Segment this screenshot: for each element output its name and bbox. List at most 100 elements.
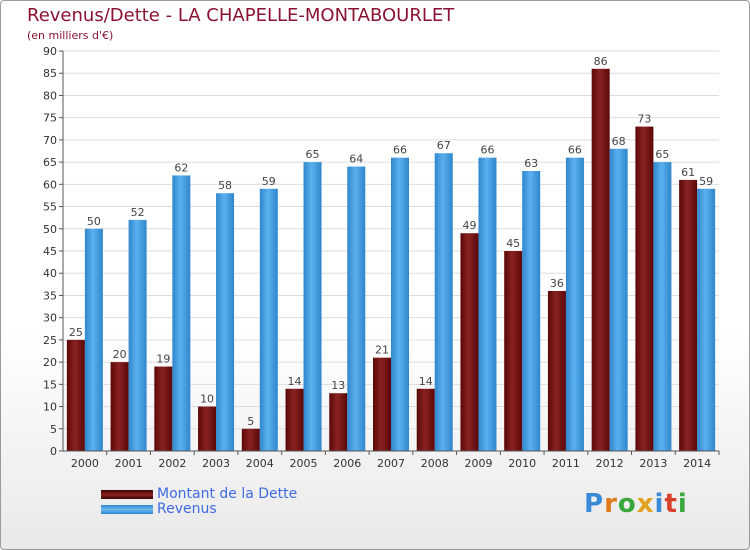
data-label-debt-2007: 21 xyxy=(375,344,389,357)
bar-revenue-2009 xyxy=(478,157,497,451)
data-label-debt-2002: 19 xyxy=(156,353,170,366)
data-label-debt-2013: 73 xyxy=(637,113,651,126)
y-tick-label-80: 80 xyxy=(43,89,57,102)
data-label-revenue-2004: 59 xyxy=(262,175,276,188)
data-label-debt-2010: 45 xyxy=(506,237,520,250)
bar-revenue-2014 xyxy=(697,188,716,451)
data-label-revenue-2007: 66 xyxy=(393,144,407,157)
legend-swatch-revenue xyxy=(101,505,153,514)
logo-letter-6: i xyxy=(677,489,688,519)
data-label-debt-2004: 5 xyxy=(247,415,254,428)
bar-debt-2008 xyxy=(416,388,435,451)
data-label-debt-2011: 36 xyxy=(550,277,564,290)
bar-debt-2004 xyxy=(241,428,260,451)
x-tick-label-2002: 2002 xyxy=(158,457,186,470)
data-label-revenue-2009: 66 xyxy=(480,144,494,157)
bar-revenue-2012 xyxy=(609,148,628,451)
x-tick-label-2009: 2009 xyxy=(464,457,492,470)
data-label-debt-2005: 14 xyxy=(288,375,302,388)
bar-revenue-2000 xyxy=(84,228,103,451)
y-tick-label-40: 40 xyxy=(43,267,57,280)
data-label-debt-2009: 49 xyxy=(462,219,476,232)
proxiti-logo: Proxiti xyxy=(584,489,688,519)
bar-debt-2014 xyxy=(679,179,698,451)
data-label-revenue-2001: 52 xyxy=(131,206,145,219)
data-label-debt-2014: 61 xyxy=(681,166,695,179)
bar-revenue-2004 xyxy=(259,188,278,451)
bar-debt-2001 xyxy=(110,362,129,451)
y-tick-label-45: 45 xyxy=(43,245,57,258)
x-tick-label-2007: 2007 xyxy=(377,457,405,470)
bar-debt-2011 xyxy=(547,291,566,451)
bar-revenue-2003 xyxy=(216,193,235,451)
y-tick-label-15: 15 xyxy=(43,378,57,391)
data-label-revenue-2010: 63 xyxy=(524,157,538,170)
data-label-revenue-2008: 67 xyxy=(437,139,451,152)
y-tick-label-90: 90 xyxy=(43,45,57,58)
data-label-revenue-2006: 64 xyxy=(349,153,363,166)
legend-swatch-debt xyxy=(101,490,153,499)
legend-label-debt: Montant de la Dette xyxy=(157,486,298,502)
y-tick-label-50: 50 xyxy=(43,223,57,236)
data-label-revenue-2003: 58 xyxy=(218,179,232,192)
x-axis-ticks: 2000 2001 2002 2003 2004 2005 2006 2007 2008 2009… xyxy=(71,451,720,470)
bar-debt-2000 xyxy=(66,339,85,451)
bar-debt-2006 xyxy=(329,393,348,451)
data-label-revenue-2005: 65 xyxy=(306,148,320,161)
x-tick-label-2012: 2012 xyxy=(596,457,624,470)
y-tick-label-60: 60 xyxy=(43,178,57,191)
y-tick-label-5: 5 xyxy=(50,423,57,436)
data-label-revenue-2014: 59 xyxy=(699,175,713,188)
data-label-revenue-2000: 50 xyxy=(87,215,101,228)
y-axis-ticks: 0 5 10 15 20 25 30 35 40 45 50 55 60 65 70 75 80 85 90 xyxy=(43,45,63,458)
y-tick-label-10: 10 xyxy=(43,401,57,414)
x-tick-label-2013: 2013 xyxy=(639,457,667,470)
legend-label-revenue: Revenus xyxy=(157,501,217,517)
bar-revenue-2006 xyxy=(347,166,366,452)
logo-letter-4: i xyxy=(654,489,665,519)
bar-debt-2009 xyxy=(460,233,479,451)
x-tick-label-2005: 2005 xyxy=(290,457,318,470)
bar-debt-2003 xyxy=(198,406,217,451)
y-tick-label-30: 30 xyxy=(43,312,57,325)
x-tick-label-2014: 2014 xyxy=(683,457,711,470)
y-tick-label-70: 70 xyxy=(43,134,57,147)
y-tick-label-25: 25 xyxy=(43,334,57,347)
data-label-revenue-2013: 65 xyxy=(655,148,669,161)
x-tick-label-2004: 2004 xyxy=(246,457,274,470)
data-label-revenue-2012: 68 xyxy=(612,135,626,148)
logo-letter-1: r xyxy=(604,489,618,519)
bar-revenue-2007 xyxy=(391,157,409,451)
x-tick-label-2011: 2011 xyxy=(552,457,580,470)
y-tick-label-20: 20 xyxy=(43,356,57,369)
bar-debt-2013 xyxy=(635,126,654,452)
bar-revenue-2011 xyxy=(565,157,584,451)
y-tick-label-35: 35 xyxy=(43,289,57,302)
chart-subtitle: (en milliers d'€) xyxy=(27,29,114,42)
axes xyxy=(62,51,719,452)
bar-revenue-2008 xyxy=(434,153,453,451)
logo-letter-0: P xyxy=(584,489,605,519)
y-tick-label-0: 0 xyxy=(50,445,57,458)
x-tick-label-2010: 2010 xyxy=(508,457,536,470)
bars xyxy=(66,68,716,452)
bar-revenue-2005 xyxy=(303,162,322,451)
chart-title: Revenus/Dette - LA CHAPELLE-MONTABOURLET xyxy=(27,5,455,26)
data-label-revenue-2011: 66 xyxy=(568,144,582,157)
logo-letter-2: o xyxy=(617,489,637,519)
y-tick-label-85: 85 xyxy=(43,67,57,80)
bar-debt-2010 xyxy=(504,251,523,451)
data-label-debt-2000: 25 xyxy=(69,326,83,339)
data-label-revenue-2002: 62 xyxy=(174,161,188,174)
data-label-debt-2001: 20 xyxy=(113,348,127,361)
bar-debt-2007 xyxy=(373,357,391,451)
bar-revenue-2001 xyxy=(128,219,147,451)
y-tick-label-75: 75 xyxy=(43,112,57,125)
x-tick-label-2001: 2001 xyxy=(115,457,143,470)
y-tick-label-65: 65 xyxy=(43,156,57,169)
bar-revenue-2013 xyxy=(653,162,672,451)
bar-debt-2005 xyxy=(285,388,304,451)
data-label-debt-2012: 86 xyxy=(594,55,608,68)
